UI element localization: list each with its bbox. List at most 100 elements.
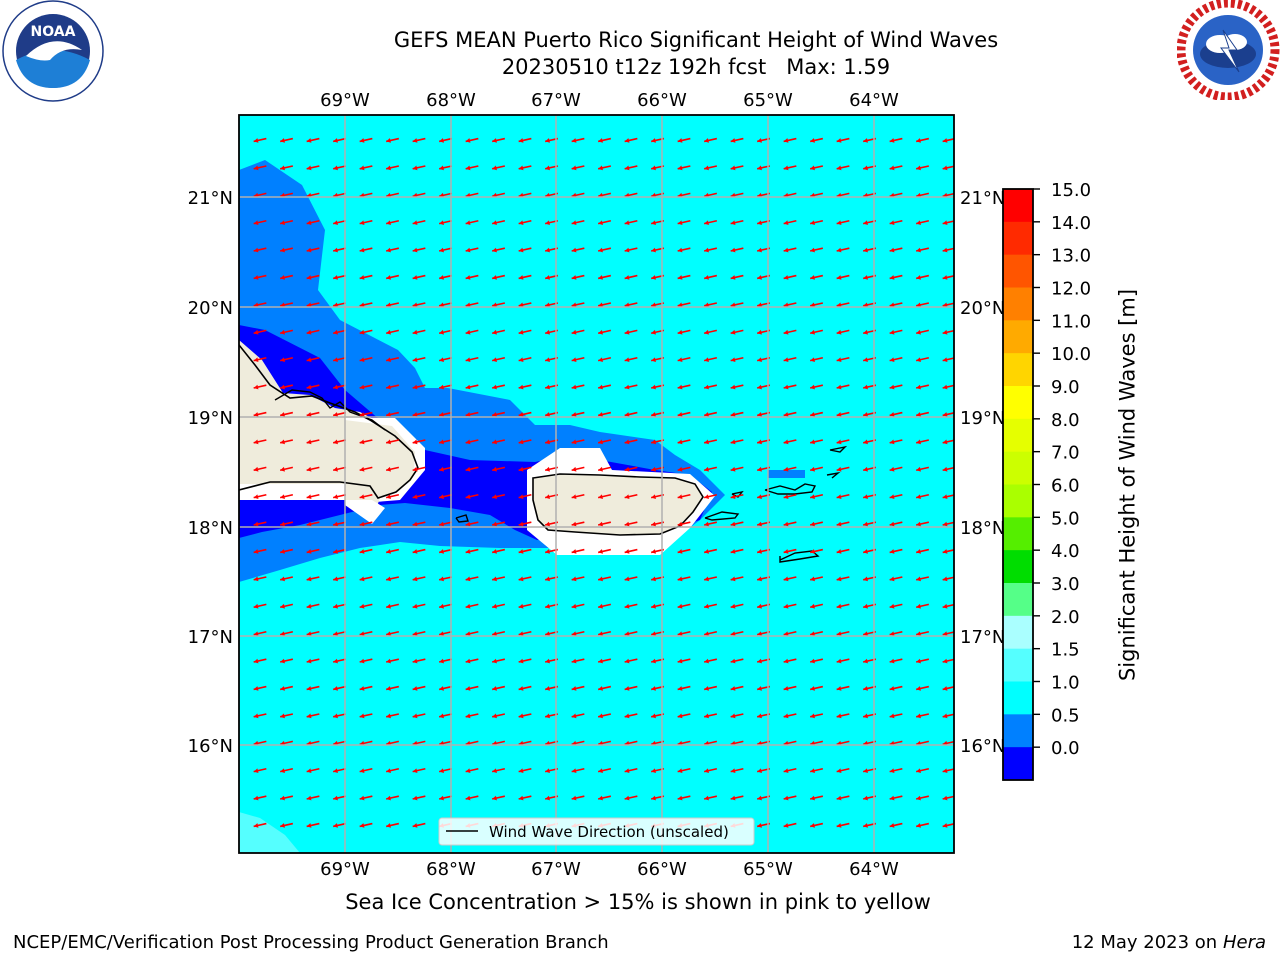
colorbar-tick-labels: 15.0 14.0 13.0 12.0 11.0 10.0 9.0 8.0 7.0 6.0 5.0 4… <box>1033 180 1091 759</box>
wave-arrow <box>597 603 612 609</box>
wave-arrow <box>730 329 744 335</box>
wave-arrow <box>730 357 744 363</box>
wave-arrow <box>279 494 294 500</box>
wave-arrow <box>306 411 320 417</box>
wave-arrow <box>306 274 320 280</box>
wave-arrow <box>491 713 506 719</box>
colorbar-segment <box>1003 287 1033 321</box>
wave-arrow <box>279 329 294 335</box>
wave-arrow <box>836 795 850 801</box>
wave-arrow <box>306 768 320 774</box>
wave-arrow <box>809 713 824 719</box>
wave-arrow <box>253 521 267 527</box>
wave-arrow <box>597 795 612 801</box>
wave-arrow <box>491 466 506 472</box>
wave-arrow <box>253 411 267 417</box>
wave-arrow <box>253 822 267 828</box>
wave-arrow <box>491 631 506 637</box>
wave-arrow <box>438 548 453 554</box>
lat-tick-label: 21°N <box>188 188 233 209</box>
wave-arrow <box>703 521 718 527</box>
lat-tick-label: 19°N <box>960 408 1005 429</box>
bvi-coastline <box>764 483 817 495</box>
wave-arrow <box>783 357 797 363</box>
wave-arrow <box>677 137 691 143</box>
wave-arrow <box>597 768 612 774</box>
wave-arrow <box>571 302 585 308</box>
wave-arrow <box>809 548 824 554</box>
lat-tick-label: 17°N <box>960 627 1005 648</box>
wave-arrow <box>359 521 373 527</box>
wave-arrow <box>597 494 612 500</box>
wave-arrow <box>491 685 506 691</box>
land-mask-hispaniola-south <box>345 500 385 524</box>
wave-arrow <box>332 658 347 664</box>
wave-arrow <box>915 274 930 280</box>
wave-arrow <box>915 822 930 828</box>
wave-arrow <box>571 247 585 253</box>
wave-arrow <box>836 329 850 335</box>
lon-tick-label: 64°W <box>849 90 899 111</box>
wave-arrow <box>253 439 267 445</box>
wave-arrow <box>332 411 347 417</box>
wave-arrow <box>624 795 638 801</box>
wave-arrow <box>677 274 691 280</box>
wave-arrow <box>385 137 400 143</box>
wave-arrow <box>571 521 585 527</box>
wave-arrow <box>412 494 426 500</box>
wave-arrow <box>359 357 373 363</box>
graticule <box>239 115 954 853</box>
wave-arrow <box>491 576 506 582</box>
wave-arrow <box>703 384 718 390</box>
wave-arrow <box>677 795 691 801</box>
colorbar-tick-label: 2.0 <box>1051 607 1080 628</box>
wave-arrow <box>518 411 532 417</box>
wave-arrow <box>597 411 612 417</box>
wave-arrow <box>279 220 294 226</box>
date-text: 12 May 2023 on <box>1071 932 1218 953</box>
wave-arrow <box>703 466 718 472</box>
wave-arrow <box>438 658 453 664</box>
wave-arrow <box>332 685 347 691</box>
wave-arrow <box>597 137 612 143</box>
wave-arrow <box>332 494 347 500</box>
wave-arrow <box>597 384 612 390</box>
wave-arrow <box>359 411 373 417</box>
wave-arrow <box>915 603 930 609</box>
wave-arrow <box>412 247 426 253</box>
wave-arrow <box>279 631 294 637</box>
wave-arrow <box>279 137 294 143</box>
wave-arrow <box>306 165 320 171</box>
wave-arrow <box>332 548 347 554</box>
wave-arrow <box>677 603 691 609</box>
wave-arrow <box>438 713 453 719</box>
wave-arrow <box>412 411 426 417</box>
lon-tick-labels-top: 69°W 68°W 67°W 66°W 65°W 64°W <box>320 90 899 111</box>
wave-arrow <box>889 494 903 500</box>
wave-arrow <box>465 576 479 582</box>
wave-arrow <box>385 685 400 691</box>
wave-arrow <box>624 466 638 472</box>
wave-arrow <box>730 685 744 691</box>
wave-arrow <box>889 247 903 253</box>
colorbar-segment <box>1003 550 1033 584</box>
wave-arrow <box>730 521 744 527</box>
wave-arrow <box>915 494 930 500</box>
colorbar-segment <box>1003 418 1033 453</box>
wave-arrow <box>385 384 400 390</box>
wave-arrow <box>253 713 267 719</box>
wave-arrow <box>783 685 797 691</box>
wave-arrow <box>385 302 400 308</box>
wave-arrow <box>385 548 400 554</box>
wave-arrow <box>836 822 850 828</box>
wave-arrow <box>783 795 797 801</box>
vieques-coastline <box>731 490 744 498</box>
wave-arrow <box>359 220 373 226</box>
colorbar-segment <box>1003 648 1033 682</box>
wave-arrow <box>332 137 347 143</box>
wave-arrow <box>385 329 400 335</box>
wave-arrow <box>571 631 585 637</box>
wave-arrow <box>306 603 320 609</box>
wave-arrow <box>889 795 903 801</box>
